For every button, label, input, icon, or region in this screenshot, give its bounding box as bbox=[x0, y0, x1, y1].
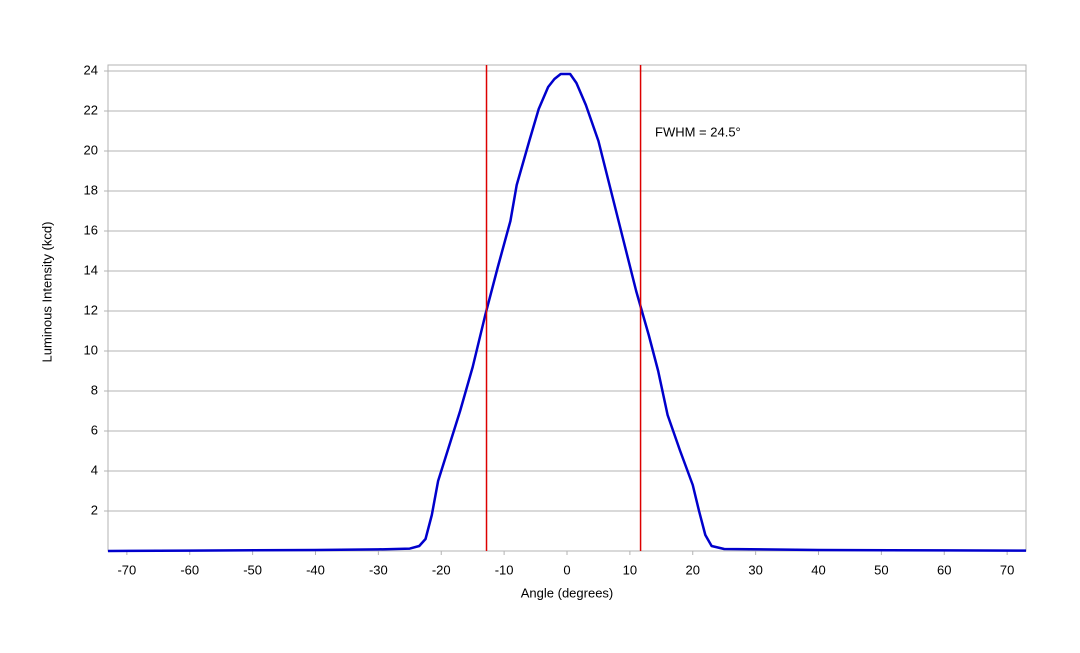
x-tick-label: 40 bbox=[811, 562, 825, 577]
y-tick-label: 18 bbox=[84, 182, 98, 197]
x-tick-label: -10 bbox=[495, 562, 514, 577]
x-tick-label: 60 bbox=[937, 562, 951, 577]
x-tick-label: -70 bbox=[117, 562, 136, 577]
x-tick-label: -40 bbox=[306, 562, 325, 577]
y-tick-label: 22 bbox=[84, 102, 98, 117]
x-axis-label: Angle (degrees) bbox=[521, 585, 614, 600]
x-tick-label: 70 bbox=[1000, 562, 1014, 577]
x-tick-label: 0 bbox=[563, 562, 570, 577]
x-tick-label: 50 bbox=[874, 562, 888, 577]
y-axis-label: Luminous Intensity (kcd) bbox=[39, 222, 54, 363]
y-tick-label: 4 bbox=[91, 462, 98, 477]
y-tick-label: 14 bbox=[84, 262, 98, 277]
x-tick-label: 30 bbox=[748, 562, 762, 577]
x-tick-label: -30 bbox=[369, 562, 388, 577]
x-tick-label: -50 bbox=[243, 562, 262, 577]
y-tick-label: 10 bbox=[84, 342, 98, 357]
y-tick-label: 12 bbox=[84, 302, 98, 317]
plot-area bbox=[107, 64, 1027, 552]
x-tick-label: 10 bbox=[623, 562, 637, 577]
y-tick-label: 8 bbox=[91, 382, 98, 397]
x-tick-label: 20 bbox=[686, 562, 700, 577]
y-tick-label: 24 bbox=[84, 62, 98, 77]
annotation: FWHM = 24.5° bbox=[655, 124, 741, 139]
x-tick-label: -60 bbox=[180, 562, 199, 577]
x-tick-label: -20 bbox=[432, 562, 451, 577]
y-tick-label: 2 bbox=[91, 502, 98, 517]
y-tick-label: 20 bbox=[84, 142, 98, 157]
data-line bbox=[107, 72, 1027, 553]
y-tick-label: 16 bbox=[84, 222, 98, 237]
y-tick-label: 6 bbox=[91, 422, 98, 437]
